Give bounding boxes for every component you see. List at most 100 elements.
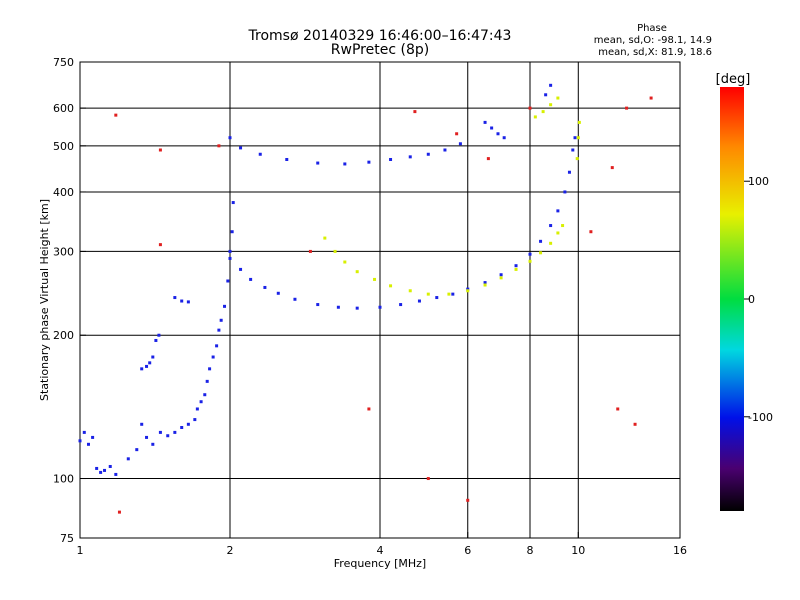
data-point xyxy=(573,136,577,140)
data-point xyxy=(195,407,199,411)
chart-subtitle: RwPretec (8p) xyxy=(331,42,429,58)
data-point xyxy=(389,157,393,161)
data-point xyxy=(114,472,118,476)
data-point xyxy=(228,136,232,140)
data-point xyxy=(575,157,579,161)
data-point xyxy=(541,110,545,114)
data-point xyxy=(308,249,312,253)
data-point xyxy=(126,457,130,461)
data-point xyxy=(316,161,320,165)
data-point xyxy=(367,160,371,164)
data-point xyxy=(215,344,219,348)
data-point xyxy=(616,407,620,411)
data-point xyxy=(203,393,207,397)
data-point xyxy=(549,241,553,245)
data-point xyxy=(528,259,532,263)
data-point xyxy=(316,303,320,307)
data-point xyxy=(355,306,359,310)
data-point xyxy=(567,170,571,174)
data-point xyxy=(193,418,197,422)
data-point xyxy=(577,120,581,124)
y-tick-label: 75 xyxy=(60,532,74,545)
data-point xyxy=(199,400,203,404)
y-tick-label: 400 xyxy=(53,186,74,199)
data-point xyxy=(483,120,487,124)
data-point xyxy=(455,132,459,136)
data-point xyxy=(140,422,144,426)
data-point xyxy=(426,292,430,296)
phase-colorbar xyxy=(720,87,744,511)
colorbar-unit: [deg] xyxy=(716,72,751,87)
data-point xyxy=(186,422,190,426)
data-point xyxy=(528,252,532,256)
data-point xyxy=(226,279,230,283)
data-point xyxy=(466,498,470,502)
colorbar-tick-label: 0 xyxy=(748,293,755,306)
data-point xyxy=(389,284,393,288)
data-point xyxy=(166,434,170,438)
x-tick-label: 1 xyxy=(77,544,84,557)
data-point xyxy=(447,292,451,296)
data-point xyxy=(158,148,162,152)
data-point xyxy=(99,470,103,474)
data-point xyxy=(589,230,593,234)
data-point xyxy=(343,162,347,166)
data-point xyxy=(333,249,337,253)
data-point xyxy=(355,270,359,274)
x-tick-label: 2 xyxy=(227,544,234,557)
x-tick-label: 4 xyxy=(377,544,384,557)
data-point xyxy=(217,328,221,332)
data-point xyxy=(157,333,161,337)
data-point xyxy=(483,281,487,285)
data-point xyxy=(145,435,149,439)
data-point xyxy=(151,442,155,446)
data-point xyxy=(528,106,532,110)
data-point xyxy=(576,136,580,140)
data-point xyxy=(211,355,215,359)
data-point xyxy=(561,224,565,228)
data-point xyxy=(239,146,243,150)
data-point xyxy=(408,289,412,293)
data-point xyxy=(502,136,506,140)
data-point xyxy=(633,422,637,426)
data-point xyxy=(158,430,162,434)
chart-title: Tromsø 20140329 16:46:00–16:47:43 xyxy=(248,28,512,44)
data-point xyxy=(466,287,470,291)
data-point xyxy=(556,231,560,235)
phase-heading: Phase xyxy=(637,23,667,34)
data-point xyxy=(336,305,340,309)
data-point xyxy=(91,435,95,439)
data-point xyxy=(399,303,403,307)
data-point xyxy=(276,291,280,295)
data-point xyxy=(563,190,567,194)
data-point xyxy=(205,379,209,383)
y-axis-label: Stationary phase Virtual Height [km] xyxy=(38,199,51,401)
data-point xyxy=(367,407,371,411)
x-tick-label: 16 xyxy=(673,544,687,557)
data-point xyxy=(435,296,439,300)
data-point xyxy=(514,267,518,271)
y-tick-label: 500 xyxy=(53,140,74,153)
data-point xyxy=(293,297,297,301)
data-point xyxy=(239,267,243,271)
data-point xyxy=(208,367,212,371)
data-point xyxy=(258,152,262,156)
data-point xyxy=(263,285,267,289)
y-tick-label: 100 xyxy=(53,473,74,486)
data-point xyxy=(486,157,490,161)
data-point xyxy=(539,239,543,243)
data-point xyxy=(231,201,235,205)
data-point xyxy=(230,230,234,234)
data-point xyxy=(173,430,177,434)
data-point xyxy=(458,142,462,146)
data-point xyxy=(539,251,543,255)
phase-stats-o: mean, sd,O: -98.1, 14.9 xyxy=(594,35,712,46)
y-tick-label: 300 xyxy=(53,245,74,258)
data-point xyxy=(413,110,417,114)
data-point xyxy=(514,264,518,268)
data-point xyxy=(148,361,152,365)
data-point xyxy=(323,236,327,240)
data-point xyxy=(154,338,158,342)
y-tick-label: 600 xyxy=(53,102,74,115)
